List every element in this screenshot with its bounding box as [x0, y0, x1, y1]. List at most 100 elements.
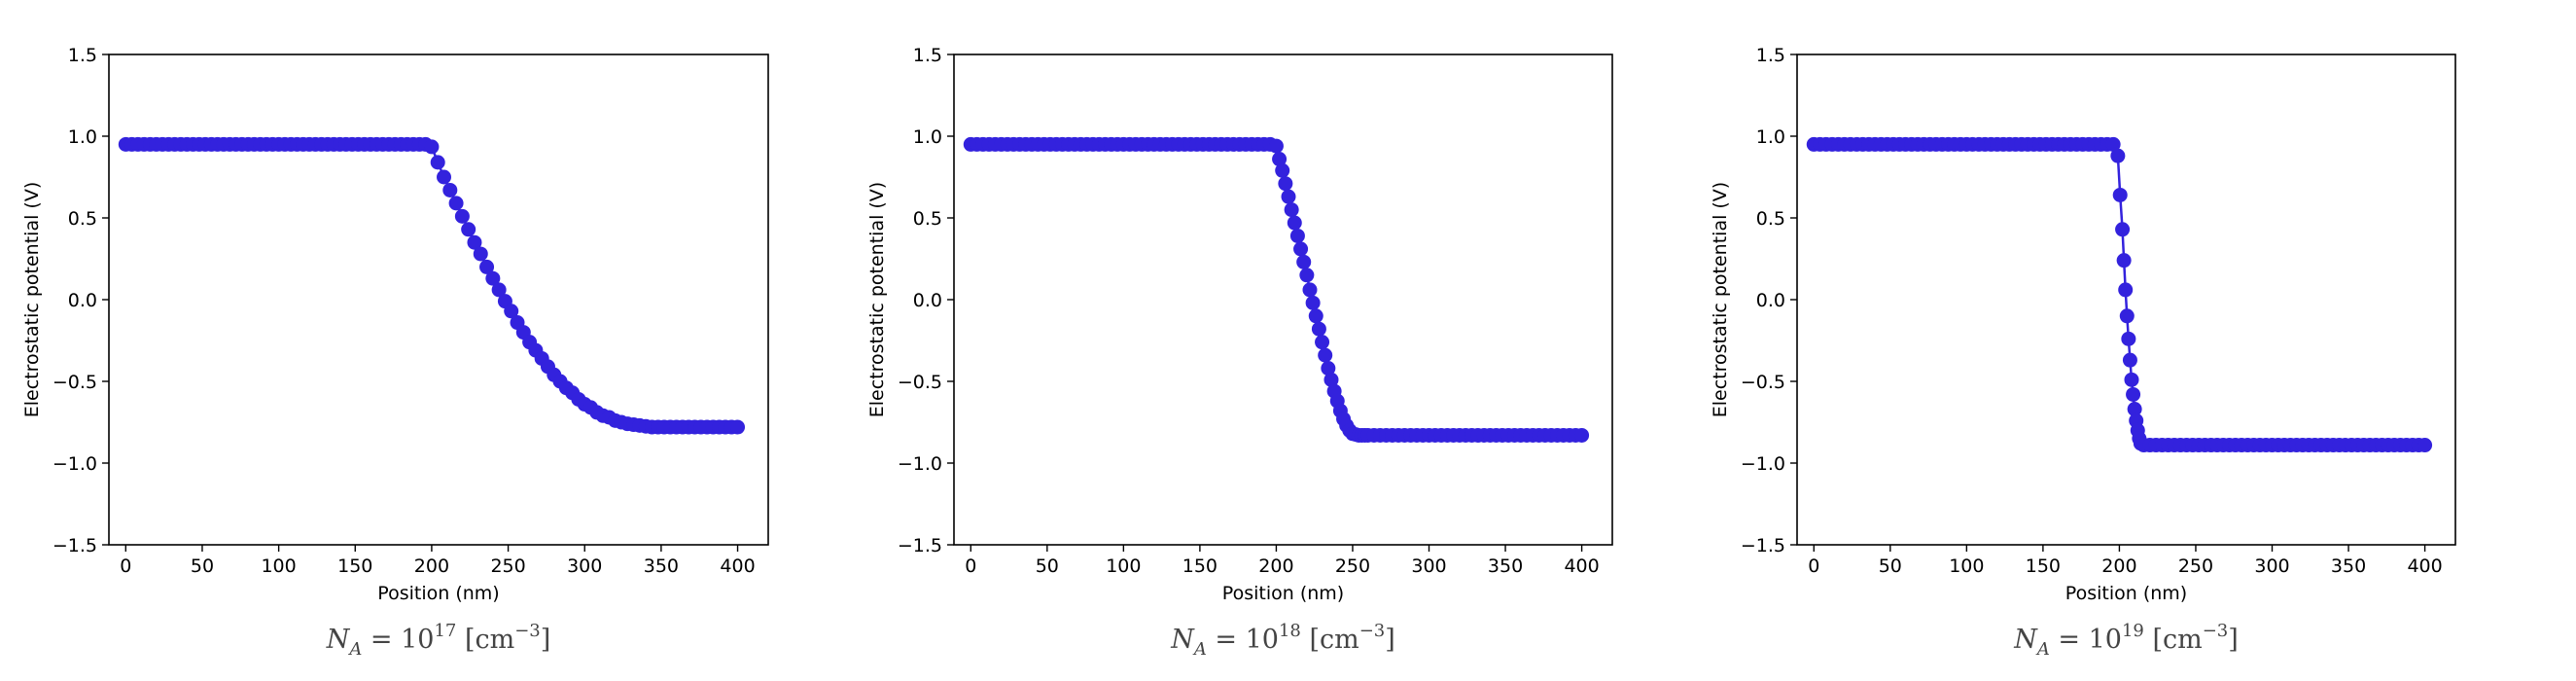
x-tick-label: 150: [2026, 556, 2061, 577]
x-tick-label: 100: [1949, 556, 1984, 577]
data-point: [479, 259, 495, 274]
data-point: [1302, 282, 1318, 298]
y-tick-label: −1.5: [53, 535, 97, 556]
x-tick-label: 150: [337, 556, 372, 577]
y-tick-label: 0.5: [68, 208, 97, 230]
x-tick-label: 150: [1182, 556, 1217, 577]
data-point: [2119, 308, 2135, 324]
y-tick-label: −0.5: [898, 372, 942, 393]
caption-exponent: 19: [2122, 621, 2144, 641]
x-tick-label: 250: [2178, 556, 2213, 577]
y-tick-label: 0.5: [913, 208, 942, 230]
data-point: [485, 270, 501, 286]
data-point: [1574, 427, 1590, 443]
data-point: [2105, 136, 2121, 152]
x-tick-label: 300: [2254, 556, 2289, 577]
caption-unit-exponent: −3: [2203, 621, 2229, 641]
caption-unit-end: ]: [2228, 625, 2239, 655]
x-axis-label: Position (nm): [2065, 583, 2187, 604]
caption-exponent: 18: [1279, 621, 1301, 641]
y-tick-label: 1.5: [68, 45, 97, 66]
x-tick-label: 0: [965, 556, 976, 577]
data-point: [730, 419, 746, 435]
data-point: [1281, 189, 1296, 204]
caption-symbol: N: [1170, 625, 1195, 655]
x-tick-label: 50: [1879, 556, 1902, 577]
x-tick-label: 350: [1488, 556, 1523, 577]
data-point: [1293, 241, 1309, 257]
x-tick-label: 400: [2407, 556, 2442, 577]
caption-unit: [cm: [1301, 625, 1359, 655]
y-tick-label: 0.0: [913, 290, 942, 311]
x-tick-label: 300: [1411, 556, 1446, 577]
chart-panel-3: 0 50 100 150 200 250 300 350 400 −1.5 −1.0 −0.5 0.0 0…: [1710, 45, 2456, 660]
caption-unit: [cm: [456, 625, 514, 655]
data-point: [1321, 361, 1336, 376]
data-point: [2122, 352, 2137, 368]
x-tick-label: 0: [1808, 556, 1819, 577]
caption-subscript: A: [1192, 639, 1207, 660]
caption-exponent: 17: [434, 621, 456, 641]
y-tick-label: 1.5: [1756, 45, 1785, 66]
caption-unit-exponent: −3: [1359, 621, 1386, 641]
y-tick-label: −1.0: [53, 453, 97, 475]
data-point: [2110, 148, 2126, 163]
x-tick-label: 50: [1036, 556, 1059, 577]
data-point: [1305, 295, 1321, 310]
chart-panel-2: 0 50 100 150 200 250 300 350 400 −1.5 −1.0 −0.5 0.0 0…: [866, 45, 1613, 660]
data-point: [2116, 253, 2132, 269]
y-axis-label: Electrostatic potential (V): [21, 182, 43, 417]
x-tick-label: 350: [2331, 556, 2366, 577]
data-point: [424, 139, 440, 155]
y-axis-label: Electrostatic potential (V): [1710, 182, 1731, 417]
caption-unit-end: ]: [541, 625, 551, 655]
series-1: [963, 136, 1590, 443]
data-point: [2126, 386, 2141, 402]
x-tick-label: 400: [1564, 556, 1599, 577]
data-point: [430, 155, 445, 170]
chart-panel-1: 0 50 100 150 200 250 300 350 400 −1.5 −1.0 −0.5 0.0 0…: [21, 45, 769, 660]
x-axis-label: Position (nm): [1222, 583, 1344, 604]
x-tick-label: 50: [191, 556, 214, 577]
data-point: [467, 234, 482, 250]
data-point: [2112, 187, 2128, 202]
y-tick-label: 1.5: [913, 45, 942, 66]
series-1: [1806, 136, 2433, 453]
data-point: [2124, 372, 2139, 387]
x-tick-label: 0: [120, 556, 131, 577]
caption-unit: [cm: [2144, 625, 2203, 655]
panel-caption: NA = 1018 [cm−3]: [1170, 621, 1395, 660]
data-point: [1308, 308, 1323, 324]
y-tick-label: −1.5: [898, 535, 942, 556]
y-tick-label: 1.0: [913, 126, 942, 148]
y-axis-label: Electrostatic potential (V): [866, 182, 888, 417]
y-tick-label: −0.5: [53, 372, 97, 393]
y-tick-label: −1.0: [898, 453, 942, 475]
data-point: [504, 304, 519, 319]
data-point: [2121, 331, 2136, 346]
data-point: [442, 182, 458, 197]
caption-equals: = 10: [362, 625, 434, 655]
data-point: [1311, 321, 1326, 337]
x-tick-label: 200: [1258, 556, 1293, 577]
y-tick-label: 0.0: [68, 290, 97, 311]
x-tick-label: 400: [720, 556, 755, 577]
panel-caption: NA = 1017 [cm−3]: [326, 621, 551, 660]
x-tick-label: 250: [1335, 556, 1370, 577]
data-point: [491, 282, 507, 298]
x-tick-label: 350: [644, 556, 679, 577]
panel-caption: NA = 1019 [cm−3]: [2013, 621, 2239, 660]
x-tick-label: 100: [1106, 556, 1141, 577]
data-point: [1296, 254, 1312, 269]
data-point: [1272, 152, 1288, 167]
x-tick-label: 250: [490, 556, 525, 577]
caption-symbol: N: [326, 625, 351, 655]
caption-equals: = 10: [2050, 625, 2122, 655]
caption-symbol: N: [2013, 625, 2038, 655]
data-point: [448, 196, 464, 211]
data-point: [1318, 347, 1333, 363]
x-tick-label: 300: [567, 556, 602, 577]
y-tick-label: −1.0: [1741, 453, 1785, 475]
